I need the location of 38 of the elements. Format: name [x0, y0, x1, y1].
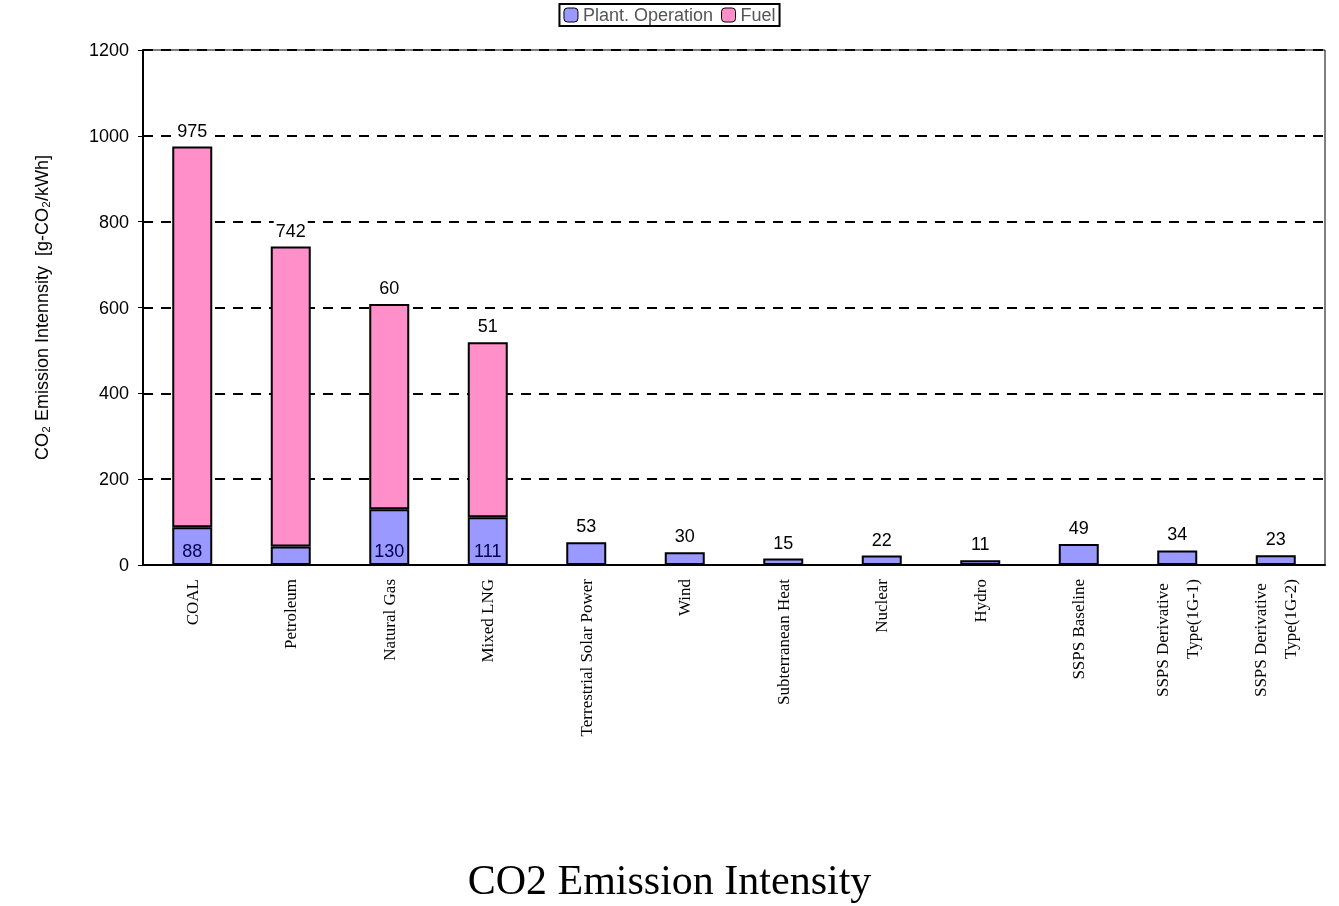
x-tick-label: Wind: [675, 578, 695, 617]
y-tick-label: 400: [98, 383, 129, 404]
data-label: 111: [474, 541, 502, 561]
x-tick-label: COAL: [182, 579, 202, 626]
y-tick-label: 600: [98, 297, 129, 318]
x-tick-label: Subterranean Heat: [773, 578, 793, 706]
total-label: 23: [1265, 529, 1286, 550]
x-tick-label: SSPS Baseline: [1069, 579, 1089, 680]
x-tick-label: SSPS Derivative Type(1G-1): [1152, 579, 1202, 698]
legend-label: Plant. Operation: [582, 5, 714, 25]
y-tick-label: 1000: [88, 125, 129, 146]
x-tick-label: Petroleum: [281, 579, 301, 649]
annotation: 51: [477, 316, 498, 337]
total-label: 15: [773, 532, 794, 553]
y-tick-label: 200: [98, 469, 129, 490]
data-label: 88: [182, 541, 203, 561]
legend-label: Fuel: [740, 5, 776, 25]
data-label: 130: [374, 541, 405, 561]
total-label: 30: [674, 526, 695, 547]
x-tick-label: Hydro: [970, 579, 990, 623]
x-tick-label: SSPS Derivative Type(1G-2): [1251, 579, 1301, 698]
y-tick-label: 0: [118, 555, 129, 575]
y-axis-title: CO₂ Emission Intennsity [g-CO₂/kWh]: [32, 154, 52, 461]
x-tick-label: Nuclear: [872, 578, 892, 633]
total-label: 49: [1068, 517, 1089, 538]
y-tick-label: 800: [98, 211, 129, 232]
total-label: 22: [871, 529, 892, 550]
total-label: 975: [177, 120, 208, 141]
total-label: 34: [1167, 524, 1188, 545]
text: CO2 Emission Intensity: [467, 857, 872, 903]
x-tick-label: Natural Gas: [379, 579, 399, 661]
y-tick-label: 1200: [88, 40, 129, 60]
total-label: 742: [275, 220, 306, 241]
x-tick-label: Mixed LNG: [478, 579, 498, 663]
total-label: 11: [970, 534, 990, 555]
total-label: 53: [576, 516, 597, 537]
annotation: 60: [379, 278, 400, 299]
x-tick-label: Terrestrial Solar Power: [576, 578, 596, 737]
